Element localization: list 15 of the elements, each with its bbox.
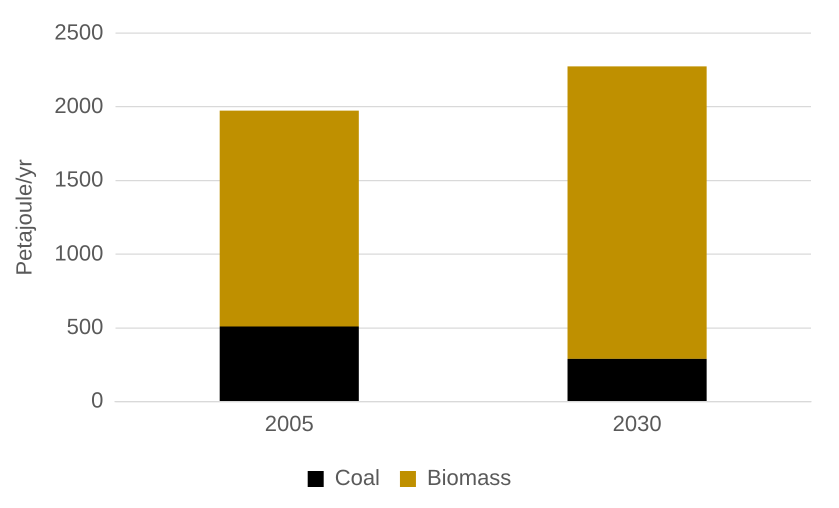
y-tick-label: 500 — [66, 314, 104, 339]
bar — [220, 110, 359, 326]
y-tick-label: 0 — [91, 388, 104, 413]
bar — [568, 66, 707, 359]
y-tick-label: 1500 — [54, 166, 104, 192]
y-tick-label: 1000 — [54, 240, 104, 266]
legend-label: Coal — [334, 465, 380, 490]
y-tick-label: 2500 — [54, 19, 104, 44]
y-tick-label: 2000 — [54, 92, 104, 118]
bar — [220, 326, 359, 401]
x-tick-label: 2005 — [264, 410, 314, 436]
legend-label: Biomass — [426, 465, 512, 490]
y-axis-title: Petajoule/yr — [11, 159, 36, 276]
bar — [568, 358, 707, 401]
x-tick-label: 2030 — [612, 410, 662, 436]
